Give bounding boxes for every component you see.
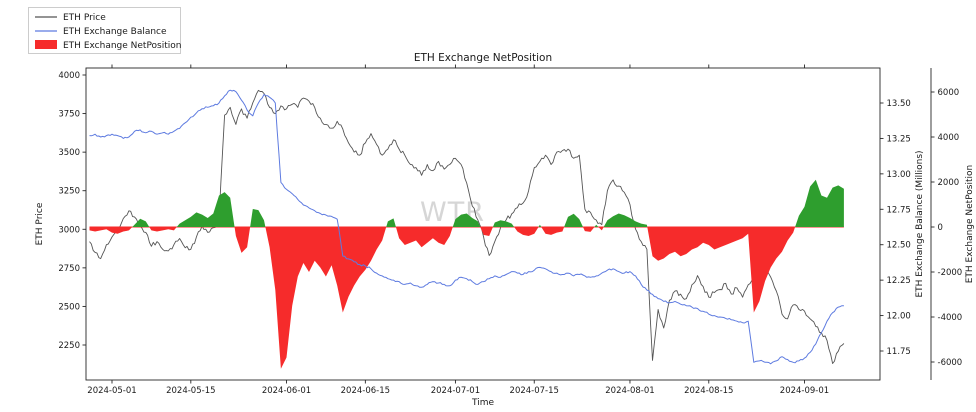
chart-title: ETH Exchange NetPosition [414, 52, 552, 64]
eth-netposition-area-negative [89, 227, 844, 369]
y-balance-tick-label: 13.50 [887, 99, 911, 109]
eth-netposition-area-positive [89, 179, 844, 227]
legend: ETH Price ETH Exchange Balance ETH Excha… [28, 7, 182, 54]
y-balance-tick-label: 12.75 [887, 205, 911, 215]
eth-exchange-balance-line [89, 89, 844, 365]
y-left-tick-label: 3000 [58, 225, 80, 235]
ticks-layer: 2024-05-01 2024-05-15 2024-06-01 2024-06-15… [58, 64, 963, 396]
legend-label-balance: ETH Exchange Balance [63, 27, 167, 37]
y-netposition-tick-label: 6000 [938, 88, 960, 98]
legend-label-netposition: ETH Exchange NetPosition [63, 41, 182, 51]
y-left-tick-label: 2250 [58, 341, 80, 351]
y-netposition-tick-label: -2000 [938, 268, 963, 278]
y-left-tick-label: 2500 [58, 302, 80, 312]
x-tick-label: 2024-06-15 [341, 386, 390, 396]
x-tick-label: 2024-07-01 [431, 386, 480, 396]
x-axis-label: Time [471, 398, 494, 408]
y-netposition-tick-label: 4000 [938, 133, 960, 143]
eth-netposition-legend-patch [35, 40, 57, 49]
y-balance-tick-label: 12.25 [887, 276, 911, 286]
y-netposition-tick-label: -4000 [938, 313, 963, 323]
x-tick-label: 2024-07-15 [510, 386, 559, 396]
x-tick-label: 2024-05-15 [166, 386, 215, 396]
y-left-tick-label: 3750 [58, 110, 80, 120]
y-netposition-tick-label: 2000 [938, 178, 960, 188]
x-tick-label: 2024-06-01 [262, 386, 311, 396]
y-left-tick-label: 3500 [58, 148, 80, 158]
y-left-axis-label: ETH Price [35, 202, 45, 245]
legend-label-price: ETH Price [63, 13, 106, 23]
x-tick-label: 2024-08-01 [605, 386, 654, 396]
y-right-netposition-axis-label: ETH Exchange NetPosition [965, 165, 975, 284]
y-left-tick-label: 4000 [58, 71, 80, 81]
x-tick-label: 2024-05-01 [87, 386, 136, 396]
y-balance-tick-label: 13.25 [887, 134, 911, 144]
y-netposition-tick-label: 0 [938, 223, 943, 233]
x-tick-label: 2024-09-01 [780, 386, 829, 396]
y-left-tick-label: 2750 [58, 264, 80, 274]
y-netposition-tick-label: -6000 [938, 358, 963, 368]
y-balance-tick-label: 12.50 [887, 241, 911, 251]
y-left-tick-label: 3250 [58, 187, 80, 197]
x-tick-label: 2024-08-15 [684, 386, 733, 396]
series-layer [89, 89, 845, 369]
y-balance-tick-label: 12.00 [887, 312, 911, 322]
y-balance-tick-label: 13.00 [887, 170, 911, 180]
y-right-balance-axis-label: ETH Exchange Balance (Millions) [915, 150, 925, 297]
y-balance-tick-label: 11.75 [887, 347, 911, 357]
